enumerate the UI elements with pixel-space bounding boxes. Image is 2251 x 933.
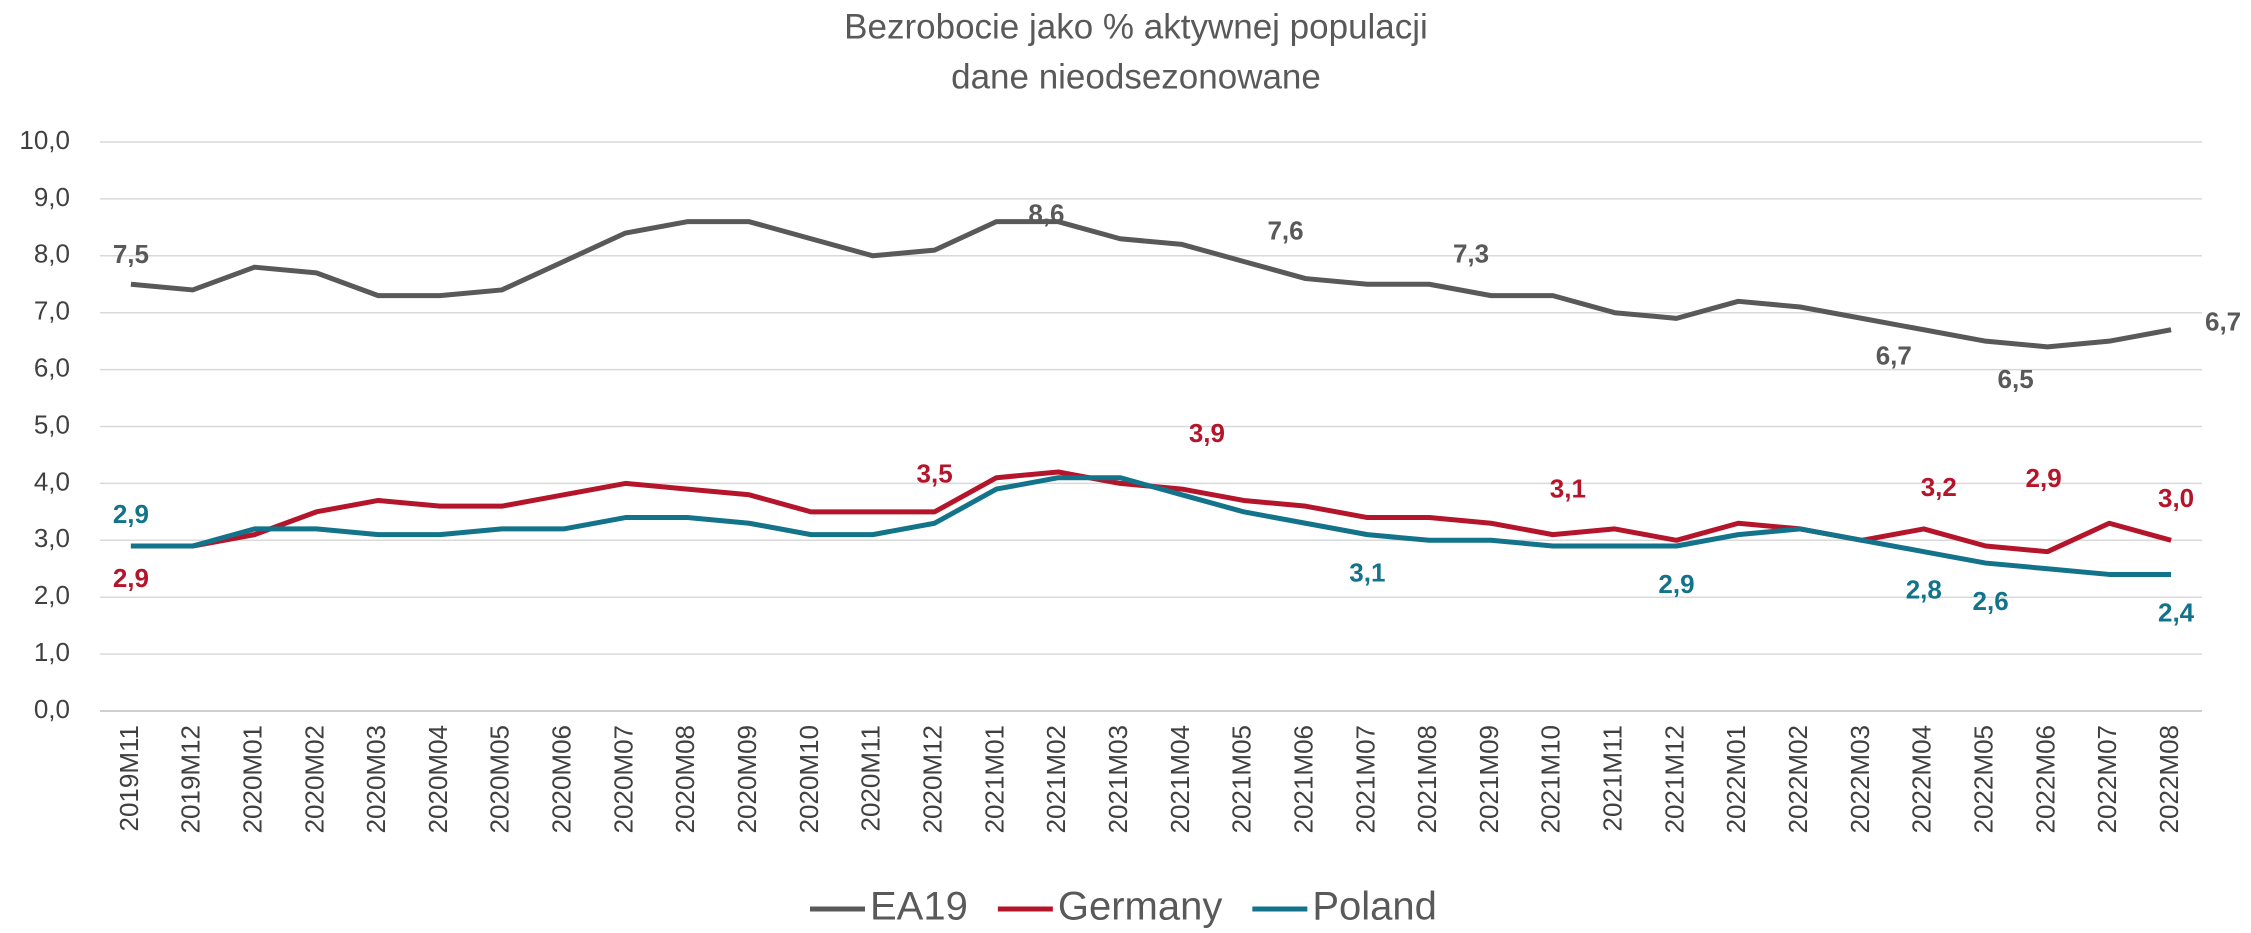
x-tick-label: 2020M03 [361,725,391,833]
x-tick-label: 2022M08 [2154,725,2184,833]
y-tick-label: 8,0 [34,239,70,269]
data-label: 3,2 [1921,472,1957,502]
x-tick-label: 2022M05 [1968,725,1998,833]
data-label: 2,4 [2158,597,2195,627]
x-tick-label: 2022M03 [1845,725,1875,833]
y-tick-label: 5,0 [34,409,70,439]
x-tick-label: 2020M08 [670,725,700,833]
y-tick-label: 0,0 [34,694,70,724]
x-tick-label: 2022M04 [1907,725,1937,833]
x-tick-label: 2021M08 [1412,725,1442,833]
legend-label: EA19 [870,885,968,929]
x-tick-label: 2020M04 [423,725,453,833]
data-label: 7,6 [1267,215,1303,245]
x-tick-label: 2021M07 [1350,725,1380,833]
x-tick-label: 2020M10 [794,725,824,833]
y-tick-label: 2,0 [34,580,70,610]
x-tick-label: 2021M10 [1536,725,1566,833]
line-series [130,219,2172,350]
x-tick-label: 2021M06 [1288,725,1318,833]
data-label: 7,3 [1453,239,1489,269]
x-tick-label: 2020M12 [917,725,947,833]
data-label: 3,0 [2158,483,2194,513]
legend-label: Germany [1058,885,1223,929]
data-label: 2,6 [1973,586,2009,616]
legend-label: Poland [1312,885,1437,929]
x-tick-label: 2021M01 [979,725,1009,833]
x-tick-label: 2022M07 [2092,725,2122,833]
y-tick-label: 7,0 [34,296,70,326]
x-tick-label: 2022M02 [1783,725,1813,833]
x-tick-label: 2021M02 [1041,725,1071,833]
x-tick-label: 2021M12 [1659,725,1689,833]
x-tick-label: 2020M07 [608,725,638,833]
x-tick-label: 2020M11 [856,725,886,832]
y-tick-label: 3,0 [34,523,70,553]
y-tick-label: 1,0 [34,637,70,667]
x-tick-label: 2020M01 [237,725,267,833]
x-tick-label: 2021M05 [1227,725,1257,833]
chart-subtitle: dane nieodsezonowane [951,57,1321,96]
x-tick-label: 2022M06 [2030,725,2060,833]
x-tick-label: 2021M04 [1165,725,1195,833]
data-label: 3,9 [1189,418,1225,448]
data-label: 2,8 [1906,575,1942,605]
data-label: 6,7 [2205,307,2241,337]
data-label: 2,9 [113,563,149,593]
data-label: 2,9 [113,499,149,529]
x-tick-label: 2020M06 [547,725,577,833]
x-tick-label: 2019M12 [176,725,206,833]
data-label: 6,7 [1876,341,1912,371]
x-tick-label: 2021M09 [1474,725,1504,833]
x-tick-label: 2020M05 [485,725,515,833]
data-label: 7,5 [113,239,149,269]
y-tick-label: 6,0 [34,352,70,382]
data-label: 3,1 [1550,473,1586,503]
chart-title: Bezrobocie jako % aktywnej populacji [844,7,1428,46]
data-label: 2,9 [2026,463,2062,493]
x-tick-label: 2021M03 [1103,725,1133,833]
y-tick-label: 9,0 [34,182,70,212]
y-tick-label: 10,0 [19,125,70,155]
data-label: 3,1 [1349,557,1385,587]
y-tick-label: 4,0 [34,466,70,496]
x-tick-label: 2020M09 [732,725,762,833]
line-series [130,475,2172,577]
data-label: 3,5 [917,459,953,489]
data-label: 2,9 [1658,569,1694,599]
x-tick-label: 2020M02 [299,725,329,833]
x-tick-label: 2021M11 [1598,725,1628,832]
data-label: 8,6 [1028,199,1064,229]
x-tick-label: 2019M11 [114,725,144,832]
x-tick-label: 2022M01 [1721,725,1751,833]
data-label: 6,5 [1998,364,2034,394]
